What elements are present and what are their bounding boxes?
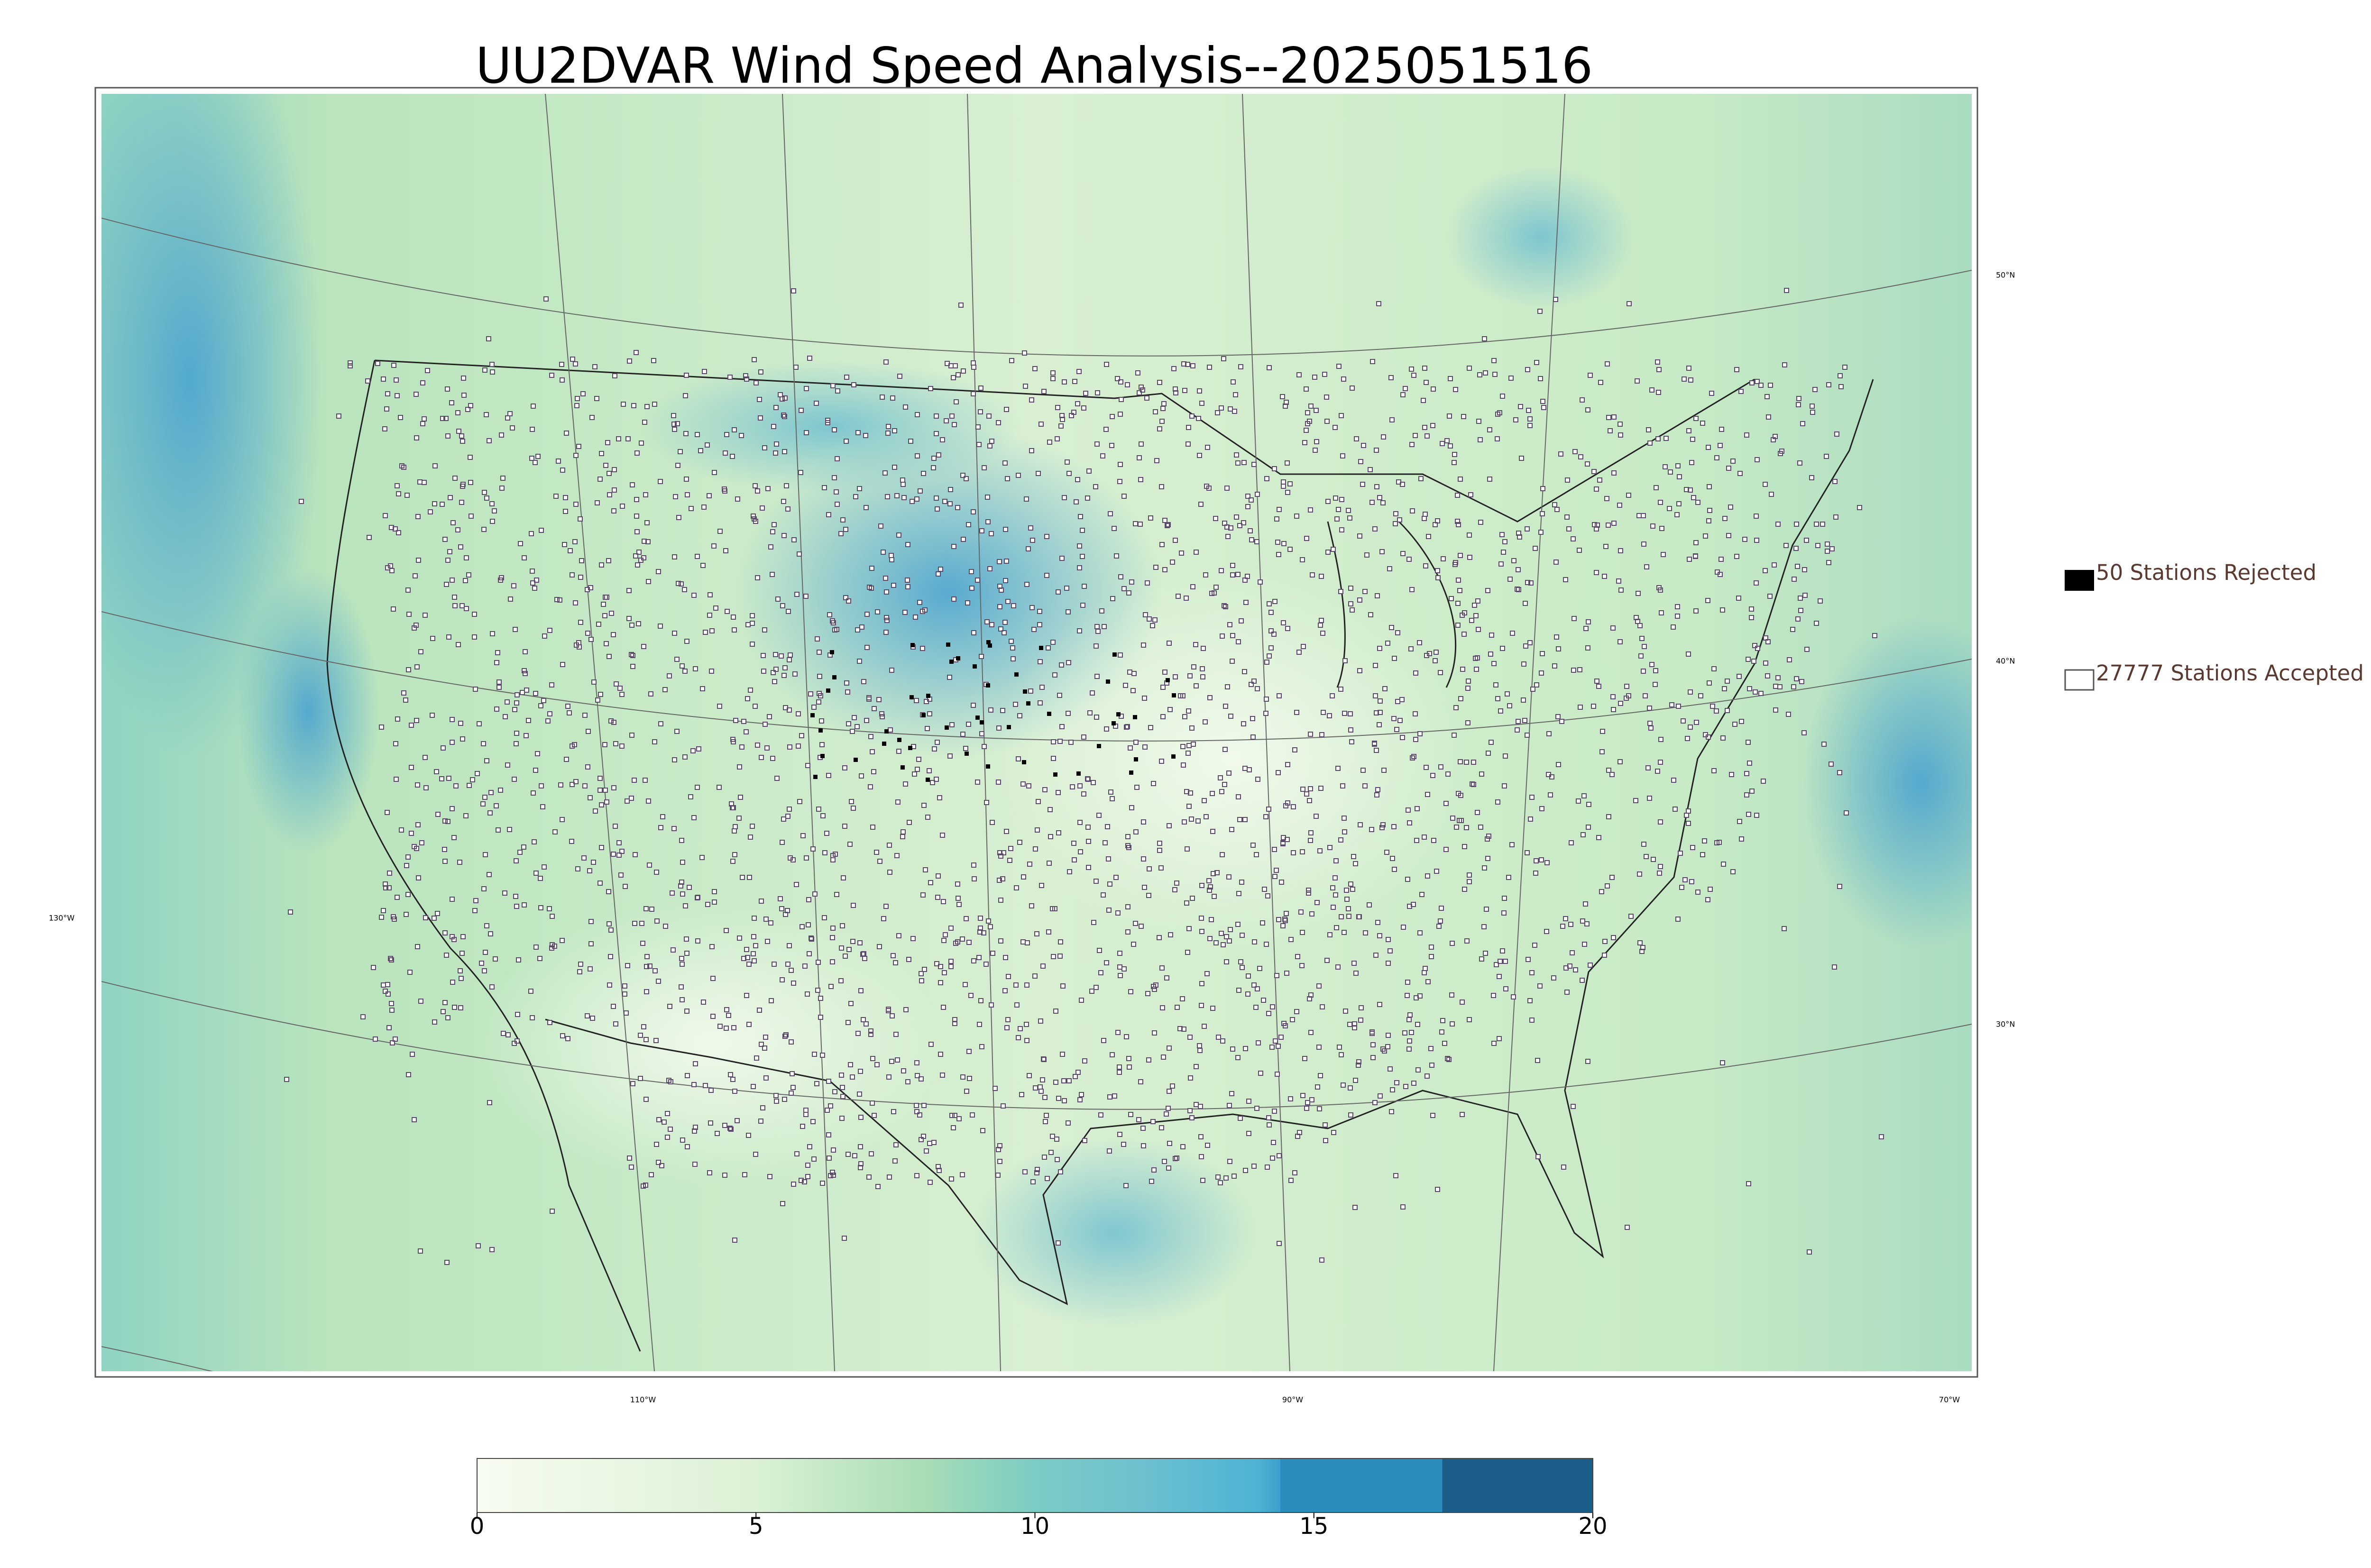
colorbar-tick-label: 0 [470, 1513, 485, 1540]
lat-label: 50°N [1996, 271, 2015, 280]
wind-low-east [996, 569, 1470, 948]
wind-field [101, 94, 1972, 1371]
wind-high-pacific [101, 94, 322, 759]
lon-label: 70°W [1939, 1395, 1960, 1404]
wind-low-southwest [474, 901, 948, 1185]
lat-label: 30°N [1996, 1020, 2015, 1029]
colorbar-tick-label: 5 [749, 1513, 763, 1540]
wind-high-gulf [972, 1138, 1257, 1328]
legend-label: 27777 Stations Accepted [2096, 660, 2364, 686]
wind-high-atlantic [1802, 616, 1972, 948]
map-title: UU2DVAR Wind Speed Analysis--2025051516 [476, 37, 1593, 94]
graticule-labels: 50°N 40°N 30°N 130°W 110°W 90°W 70°W [49, 271, 2015, 1404]
legend-swatch [2064, 669, 2095, 691]
legend-label: 50 Stations Rejected [2096, 560, 2316, 585]
colorbar-ticks: 0 5 10 15 20 [470, 1513, 1608, 1540]
wind-high-north [640, 360, 1020, 493]
wind-high-hudson [1446, 166, 1636, 308]
station-markers [284, 288, 1884, 1265]
great-lakes [1327, 521, 1457, 688]
colorbar-tick-label: 15 [1299, 1513, 1328, 1540]
lon-label: 90°W [1282, 1395, 1303, 1404]
lon-label: 110°W [630, 1395, 656, 1404]
wind-high-coast [237, 569, 379, 853]
colorbar-tick-label: 20 [1578, 1513, 1607, 1540]
colorbar-tick-label: 10 [1020, 1513, 1049, 1540]
colorbar [477, 1458, 1593, 1513]
legend-swatch [2065, 570, 2094, 591]
lat-label: 40°N [1996, 657, 2015, 666]
lon-label: 130°W [49, 914, 75, 923]
